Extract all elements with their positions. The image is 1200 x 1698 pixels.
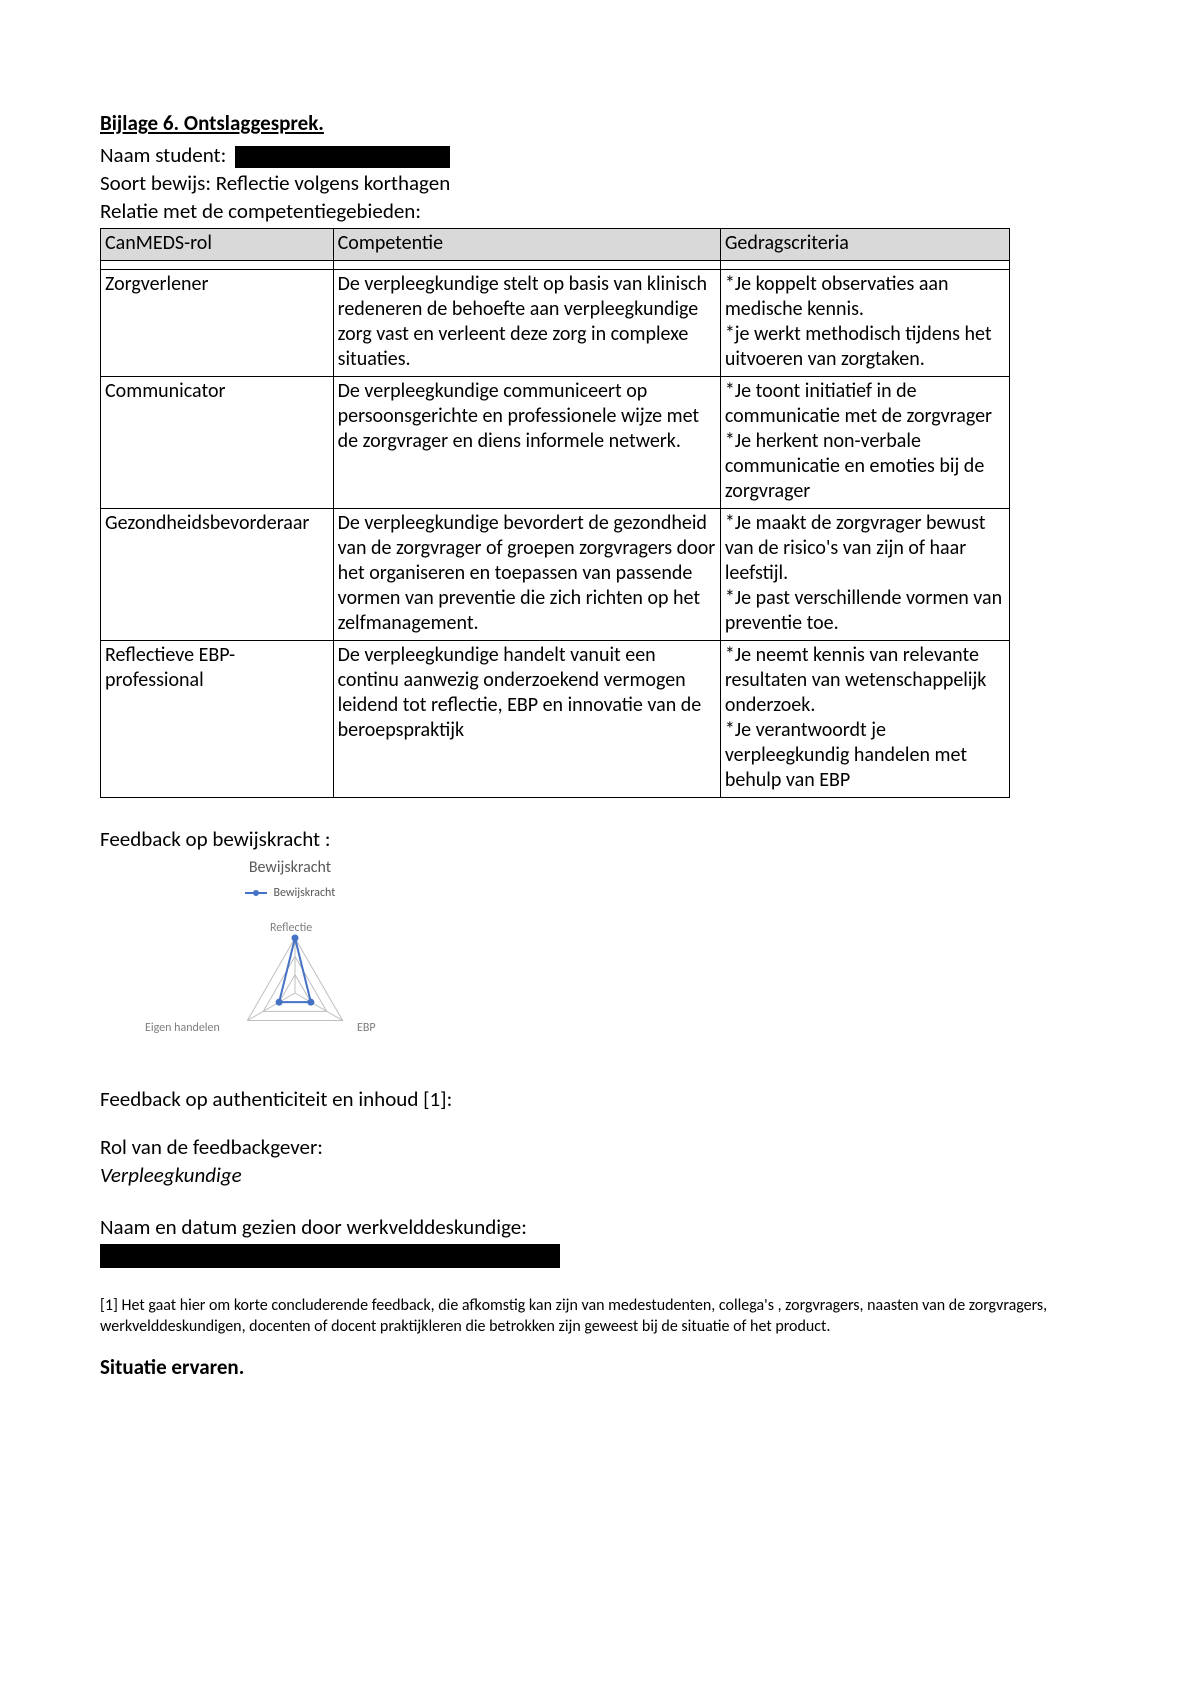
role-feedback-label: Rol van de feedbackgever: — [100, 1134, 1060, 1160]
relatie-label: Relatie met de competentiegebieden: — [100, 198, 1060, 224]
naam-datum-redacted — [100, 1244, 560, 1268]
soort-bewijs-line: Soort bewijs: Reflectie volgens korthage… — [100, 170, 1060, 196]
legend-swatch — [245, 892, 267, 894]
cell-comp: De verpleegkundige bevordert de gezondhe… — [333, 509, 720, 641]
cell-role: Zorgverlener — [101, 270, 334, 377]
chart-legend: Bewijskracht — [100, 886, 480, 900]
cell-role: Communicator — [101, 377, 334, 509]
table-header-competentie: Competentie — [333, 229, 720, 261]
cell-role: Reflectieve EBP-professional — [101, 641, 334, 798]
table-row: Reflectieve EBP-professional De verpleeg… — [101, 641, 1010, 798]
cell-crit: *Je maakt de zorgvrager bewust van de ri… — [720, 509, 1009, 641]
role-feedback-value: Verpleegkundige — [100, 1162, 1060, 1188]
student-name-line: Naam student: — [100, 142, 1060, 168]
legend-label: Bewijskracht — [273, 886, 335, 900]
cell-crit: *Je koppelt observaties aan medische ken… — [720, 270, 1009, 377]
table-row: Zorgverlener De verpleegkundige stelt op… — [101, 270, 1010, 377]
table-row: Communicator De verpleegkundige communic… — [101, 377, 1010, 509]
axis-label-left: Eigen handelen — [145, 1021, 220, 1035]
table-row: Gezondheidsbevorderaar De verpleegkundig… — [101, 509, 1010, 641]
cell-comp: De verpleegkundige communiceert op perso… — [333, 377, 720, 509]
feedback-bewijskracht-label: Feedback op bewijskracht : — [100, 826, 1060, 852]
axis-label-top: Reflectie — [270, 921, 312, 935]
chart-title: Bewijskracht — [100, 858, 480, 877]
naam-datum-label: Naam en datum gezien door werkvelddeskun… — [100, 1214, 1060, 1240]
cell-comp: De verpleegkundige handelt vanuit een co… — [333, 641, 720, 798]
feedback-auth-label: Feedback op authenticiteit en inhoud [1]… — [100, 1086, 1060, 1112]
table-header-criteria: Gedragscriteria — [720, 229, 1009, 261]
student-name-redacted — [235, 146, 450, 168]
student-name-label: Naam student: — [100, 142, 226, 168]
final-heading: Situatie ervaren. — [100, 1354, 1060, 1380]
cell-comp: De verpleegkundige stelt op basis van kl… — [333, 270, 720, 377]
cell-crit: *Je toont initiatief in de communicatie … — [720, 377, 1009, 509]
footnote: [1] Het gaat hier om korte concluderende… — [100, 1296, 1060, 1338]
document-title: Bijlage 6. Ontslaggesprek. — [100, 110, 1060, 136]
cell-role: Gezondheidsbevorderaar — [101, 509, 334, 641]
table-header-role: CanMEDS-rol — [101, 229, 334, 261]
competency-table: CanMEDS-rol Competentie Gedragscriteria … — [100, 228, 1010, 798]
cell-crit: *Je neemt kennis van relevante resultate… — [720, 641, 1009, 798]
axis-label-right: EBP — [357, 1021, 376, 1035]
radar-chart: Bewijskracht Bewijskracht Reflectie EBP … — [100, 858, 480, 1068]
